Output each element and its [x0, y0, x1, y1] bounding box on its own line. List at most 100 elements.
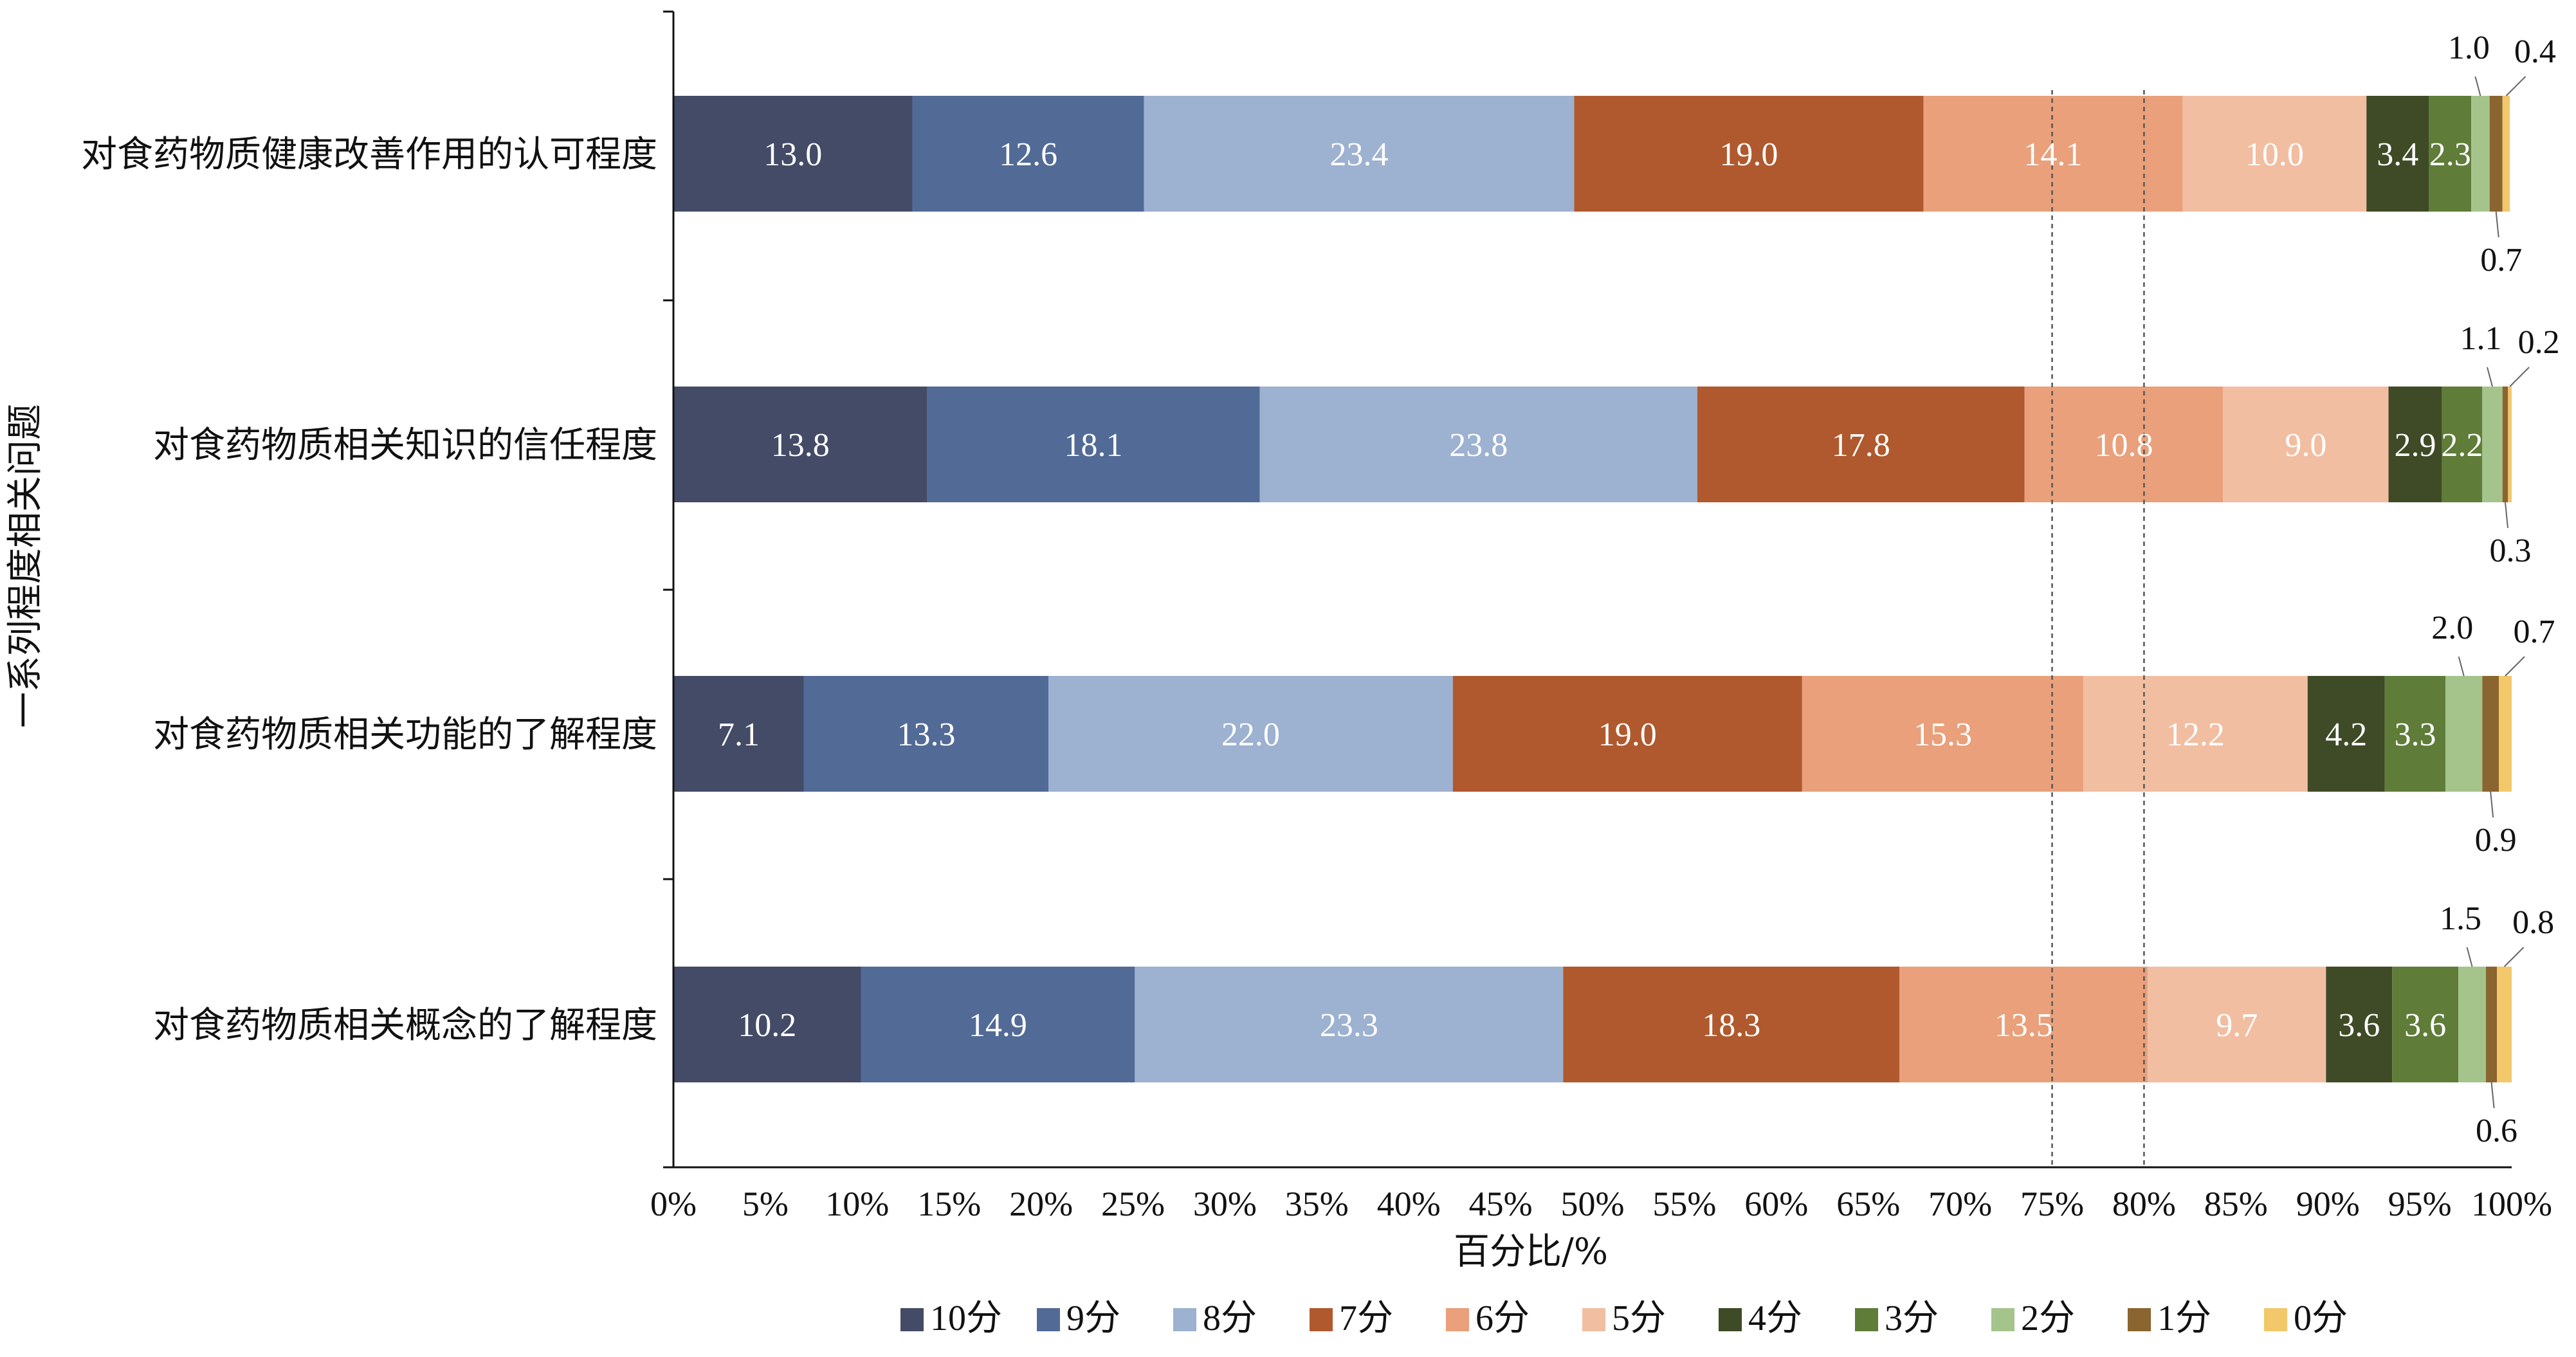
bar-segment — [2497, 967, 2512, 1082]
external-value-label: 0.7 — [2513, 614, 2555, 650]
x-tick-label: 60% — [1744, 1185, 1808, 1223]
bar-segment — [1923, 96, 2183, 212]
legend-label: 4分 — [1748, 1298, 1802, 1338]
bar-value-label: 17.8 — [1832, 427, 1890, 464]
bar-value-label: 13.0 — [763, 136, 822, 173]
bars-layer — [673, 96, 2512, 1082]
bar-segment — [2489, 96, 2503, 212]
legend-label: 1分 — [2157, 1298, 2211, 1338]
bar-segment — [1802, 676, 2084, 792]
leader-line — [2505, 656, 2525, 677]
x-tick-label: 65% — [1836, 1185, 1900, 1223]
x-tick-label: 10% — [825, 1185, 889, 1223]
leader-line — [2495, 211, 2499, 238]
legend-swatch — [2264, 1308, 2287, 1331]
bar-value-label: 3.6 — [2338, 1007, 2380, 1044]
x-tick-label: 95% — [2388, 1185, 2452, 1223]
bar-value-label: 10.8 — [2094, 427, 2153, 464]
bar-segment — [2508, 387, 2512, 502]
bar-value-label: 10.2 — [738, 1007, 796, 1044]
bar-value-label: 7.1 — [718, 716, 760, 753]
bar-segment — [2148, 967, 2326, 1082]
bar-value-label: 14.1 — [2023, 136, 2082, 173]
category-label: 对食药物质相关功能的了解程度 — [153, 714, 657, 756]
x-tick-label: 70% — [1928, 1185, 1992, 1223]
bar-segment — [1452, 676, 1802, 792]
leader-line — [2503, 947, 2525, 967]
reference-lines-layer — [2051, 90, 2145, 1167]
bar-value-label: 14.9 — [969, 1007, 1027, 1044]
external-value-label: 0.4 — [2514, 33, 2556, 70]
category-label: 对食药物质健康改善作用的认可程度 — [81, 134, 657, 176]
external-labels-layer: 1.0 0.4 0.7 1.1 0.2 0.3 2.0 0.7 0.9 1.5 0.8 0.6 — [2431, 30, 2559, 1149]
bar-segment — [2498, 676, 2512, 792]
bar-value-label: 13.5 — [1995, 1007, 2053, 1044]
bar-segment — [2445, 676, 2483, 792]
bar-segment — [673, 387, 927, 502]
external-value-label: 0.8 — [2512, 904, 2554, 941]
leader-line — [2509, 367, 2530, 387]
bar-value-label: 3.3 — [2394, 716, 2436, 753]
bar-segment — [803, 676, 1049, 792]
x-tick-label: 85% — [2204, 1185, 2268, 1223]
bar-value-label: 13.3 — [897, 716, 955, 753]
legend-label: 3分 — [1885, 1298, 1939, 1338]
bar-value-label: 2.3 — [2429, 136, 2471, 173]
leader-line — [2458, 656, 2465, 677]
bar-value-label: 18.1 — [1064, 427, 1123, 464]
bar-value-label: 18.3 — [1702, 1007, 1760, 1044]
x-tick-label: 30% — [1193, 1185, 1257, 1223]
bar-value-label: 23.8 — [1449, 427, 1508, 464]
bar-value-label: 2.2 — [2441, 427, 2483, 464]
legend-swatch — [1855, 1308, 1878, 1331]
legend-label: 2分 — [2021, 1298, 2075, 1338]
legend-swatch — [1719, 1308, 1742, 1331]
bar-segment — [673, 676, 804, 792]
external-value-label: 1.1 — [2460, 320, 2501, 357]
x-tick-label: 20% — [1009, 1185, 1073, 1223]
x-tick-label: 75% — [2020, 1185, 2084, 1223]
external-value-label: 1.0 — [2448, 30, 2490, 66]
external-value-label: 2.0 — [2431, 610, 2473, 646]
bar-value-label: 3.6 — [2404, 1007, 2446, 1044]
bar-segment — [1259, 387, 1697, 502]
bar-value-label: 9.0 — [2285, 427, 2326, 464]
bar-value-label: 9.7 — [2216, 1007, 2258, 1044]
axes-layer — [663, 10, 2512, 1169]
legend-label: 7分 — [1339, 1298, 1393, 1338]
leader-line — [2505, 76, 2526, 96]
bar-segment — [2482, 676, 2499, 792]
external-value-label: 0.7 — [2480, 242, 2522, 278]
external-value-label: 1.5 — [2440, 900, 2481, 937]
legend-label: 5分 — [1612, 1298, 1666, 1338]
bar-segment — [2471, 96, 2490, 212]
bar-value-label: 12.2 — [2166, 716, 2225, 753]
bar-value-label: 3.4 — [2377, 136, 2418, 173]
category-labels-layer: 对食药物质健康改善作用的认可程度对食药物质相关知识的信任程度对食药物质相关功能的… — [81, 134, 657, 1046]
legend: 10分 9分 8分 7分 6分 5分 4分 3分 2分 1分 0分 — [900, 1298, 2348, 1338]
leader-line — [2487, 367, 2493, 387]
bar-segment — [861, 967, 1135, 1082]
bar-value-label: 12.6 — [999, 136, 1057, 173]
x-tick-label: 35% — [1285, 1185, 1349, 1223]
bar-value-label: 13.8 — [771, 427, 830, 464]
x-tick-label: 90% — [2296, 1185, 2360, 1223]
bar-segment — [2482, 387, 2503, 502]
external-value-label: 0.3 — [2489, 533, 2531, 569]
legend-swatch — [1173, 1308, 1196, 1331]
bar-segment — [2502, 96, 2510, 212]
bar-segment — [1563, 967, 1900, 1082]
legend-label: 6分 — [1475, 1298, 1530, 1338]
bar-value-label: 2.9 — [2394, 427, 2436, 464]
bar-segment — [2429, 96, 2472, 212]
leader-line — [2474, 76, 2481, 96]
bar-value-label: 23.3 — [1320, 1007, 1378, 1044]
x-tick-label: 55% — [1652, 1185, 1716, 1223]
legend-swatch — [900, 1308, 924, 1331]
bar-segment — [1899, 967, 2148, 1082]
category-label: 对食药物质相关知识的信任程度 — [153, 424, 657, 466]
bar-value-label: 15.3 — [1914, 716, 1972, 753]
leader-line — [2466, 947, 2473, 967]
bar-segment — [1144, 96, 1575, 212]
bar-segment — [2182, 96, 2367, 212]
